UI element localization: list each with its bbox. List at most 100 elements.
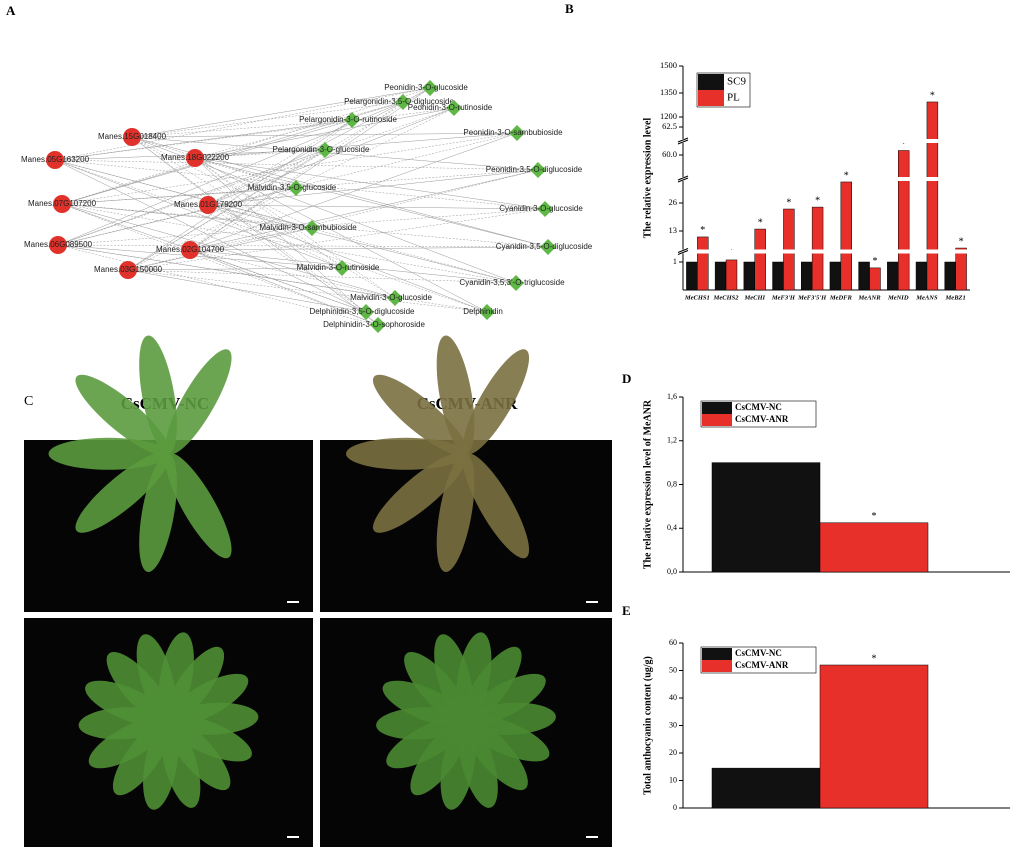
legend-swatch — [702, 414, 732, 426]
bar — [772, 261, 784, 291]
edge — [189, 249, 379, 326]
y-tick-label: 0,8 — [667, 479, 677, 488]
edge — [189, 119, 353, 251]
metabolite-label: Pelargonidin-3-O-glucoside — [273, 145, 370, 154]
metabolite-label: Cyanidin-3,5-O-diglucoside — [496, 242, 593, 251]
metabolite-node — [370, 317, 386, 333]
panel-label: A — [6, 3, 16, 18]
x-tick-label: MeCHS1 — [684, 294, 710, 301]
y-tick-label: 1200 — [660, 111, 677, 121]
chart: 0,0 0,4 0,8 1,2 1,6 The relative expression l… — [642, 392, 1010, 576]
y-tick-label: 1500 — [660, 60, 677, 70]
x-tick-label: MeANR — [858, 294, 882, 301]
bar — [858, 261, 870, 291]
y-tick-label: 0,4 — [667, 523, 677, 532]
significance: * — [700, 225, 705, 236]
bar — [697, 236, 709, 291]
metabolite-label: Malvidin-3-O-glucoside — [350, 293, 432, 302]
edge — [189, 169, 539, 251]
break-mark — [677, 248, 689, 253]
bar — [819, 664, 929, 809]
significance: * — [844, 170, 849, 181]
legend-label: PL — [727, 92, 740, 104]
panel-label: E — [622, 603, 631, 618]
gene-label: Manes.07G107200 — [28, 199, 97, 208]
edge — [194, 157, 396, 299]
edge — [207, 204, 517, 284]
break-mark — [677, 177, 689, 183]
metabolite-label: Pelargonidin-3-O-rutinoside — [299, 115, 397, 124]
photos — [24, 335, 612, 847]
panel-label: C — [24, 394, 33, 409]
edge — [127, 208, 546, 271]
bar — [840, 181, 853, 291]
edge — [57, 208, 546, 246]
legend-label: CsCMV-ANR — [735, 660, 789, 670]
y-tick-label: 20 — [669, 748, 677, 757]
y-tick-label: 1,6 — [667, 392, 677, 401]
metabolite-label: Malvidin-3-O-sambubioside — [259, 223, 357, 232]
gene-node — [53, 195, 71, 213]
y-tick-label: 0 — [673, 803, 677, 812]
edge — [189, 187, 297, 251]
metabolite-node — [358, 304, 374, 320]
edge — [189, 246, 549, 251]
gene-label: Manes.02G104700 — [156, 245, 225, 254]
bar — [915, 261, 928, 291]
edge — [189, 132, 518, 251]
gene-label: Manes.15G018400 — [98, 132, 167, 141]
legend-swatch — [698, 90, 724, 106]
bar — [811, 206, 824, 291]
gene-node — [49, 236, 67, 254]
edge — [194, 157, 297, 189]
edge — [207, 204, 367, 313]
edge — [61, 203, 313, 229]
break-mark — [677, 139, 689, 145]
edge — [57, 149, 326, 246]
x-tick-label: MeCHI — [743, 294, 765, 301]
gene-node — [123, 128, 141, 146]
edge — [127, 227, 313, 271]
edge — [61, 203, 396, 299]
leaf-lobe — [139, 453, 177, 573]
break-mark — [677, 250, 689, 255]
edge — [127, 269, 488, 313]
edge — [127, 149, 326, 271]
edge — [194, 157, 488, 313]
gene-label: Manes.01G179200 — [174, 200, 243, 209]
leaf-lobe — [372, 374, 468, 456]
legend-label: CsCMV-NC — [735, 648, 782, 658]
edge — [61, 119, 353, 205]
edge — [131, 119, 353, 138]
edge — [194, 132, 518, 159]
metabolite-node — [387, 290, 403, 306]
y-tick-label: 1,2 — [667, 436, 677, 445]
bar — [887, 261, 899, 291]
axis-break — [678, 177, 970, 181]
panel-label: D — [622, 371, 631, 386]
y-tick-label: 60.0 — [662, 149, 677, 159]
edge — [57, 244, 379, 326]
bar — [686, 261, 698, 291]
metabolite-label: Peonidin-3,5-O-diglucoside — [486, 165, 583, 174]
metabolite-node — [344, 112, 360, 128]
metabolite-label: Peonidin-3-O-rutinoside — [408, 103, 493, 112]
metabolite-node — [509, 125, 525, 141]
edge — [54, 159, 488, 313]
edge — [127, 87, 431, 271]
legend-label: CsCMV-ANR — [735, 414, 789, 424]
edge — [127, 269, 517, 284]
bar — [711, 462, 821, 573]
edge — [57, 244, 343, 269]
y-tick-label: 10 — [669, 775, 677, 784]
edge — [131, 136, 379, 326]
gene-node — [181, 241, 199, 259]
y-tick-label: 60 — [669, 638, 677, 647]
y-tick-label: 1350 — [660, 87, 677, 97]
significance: * — [815, 195, 820, 206]
edge — [54, 119, 353, 161]
significance: * — [872, 653, 877, 664]
edge — [57, 244, 488, 313]
